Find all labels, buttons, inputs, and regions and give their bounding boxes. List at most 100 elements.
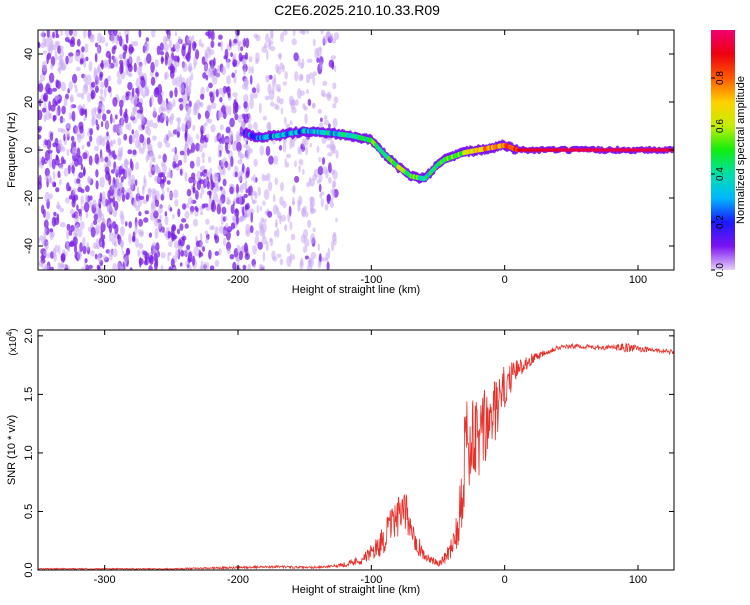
noise-speck <box>197 113 201 120</box>
noise-speck <box>52 87 58 92</box>
noise-speck <box>44 227 48 233</box>
noise-speck <box>60 252 66 262</box>
noise-speck <box>111 232 117 237</box>
noise-speck <box>331 180 336 191</box>
noise-speck <box>239 184 244 194</box>
noise-speck <box>200 239 203 250</box>
noise-speck <box>139 133 145 144</box>
noise-speck <box>102 113 107 122</box>
noise-speck <box>43 50 47 55</box>
noise-speck <box>112 149 116 160</box>
noise-speck <box>100 120 104 128</box>
noise-speck <box>253 122 258 130</box>
snr-y-ticks: 0.0 0.5 1.0 1.5 2.0 <box>23 328 674 578</box>
noise-speck <box>322 80 328 87</box>
noise-speck <box>168 251 172 256</box>
noise-speck <box>187 118 192 129</box>
noise-speck <box>326 261 330 270</box>
noise-speck <box>52 170 56 180</box>
noise-speck <box>203 203 209 208</box>
noise-speck <box>74 232 78 238</box>
noise-speck <box>135 87 139 94</box>
noise-speck <box>233 38 238 44</box>
noise-speck <box>42 36 47 47</box>
noise-speck <box>73 30 78 37</box>
noise-speck <box>257 186 261 197</box>
noise-speck <box>210 124 216 133</box>
noise-speck <box>327 152 333 157</box>
noise-speck <box>49 40 54 52</box>
noise-speck <box>245 170 250 178</box>
noise-speck <box>142 199 148 205</box>
noise-speck <box>205 237 209 244</box>
noise-speck <box>42 267 47 270</box>
noise-speck <box>176 117 180 122</box>
noise-speck <box>236 229 240 237</box>
noise-speck <box>160 264 164 270</box>
colorbar-tick-label: 0.0 <box>715 263 726 277</box>
noise-speck <box>186 202 190 209</box>
noise-speck <box>53 211 57 217</box>
noise-speck <box>303 106 308 111</box>
noise-speck <box>86 92 92 103</box>
noise-speck <box>268 155 274 165</box>
noise-speck <box>217 151 221 158</box>
noise-speck <box>119 64 124 75</box>
noise-speck <box>95 180 99 190</box>
noise-speck <box>100 154 104 162</box>
noise-speck <box>237 114 244 124</box>
noise-speck <box>279 62 284 70</box>
noise-speck <box>92 242 98 249</box>
noise-speck <box>252 245 257 255</box>
noise-speck <box>141 114 145 126</box>
noise-speck <box>151 190 157 202</box>
noise-speck <box>293 52 299 62</box>
noise-speck <box>204 52 209 63</box>
noise-speck <box>243 68 247 76</box>
noise-speck <box>38 125 43 131</box>
noise-speck <box>45 83 51 94</box>
noise-speck <box>104 78 109 88</box>
noise-speck <box>55 109 59 117</box>
noise-speck <box>226 199 232 205</box>
noise-speck <box>143 217 149 223</box>
noise-speck <box>182 203 187 210</box>
noise-speck <box>332 231 337 238</box>
noise-speck <box>99 134 103 145</box>
noise-speck <box>83 30 87 39</box>
noise-speck <box>88 61 93 72</box>
noise-speck <box>317 243 321 251</box>
noise-speck <box>220 159 224 168</box>
noise-speck <box>104 156 109 163</box>
noise-speck <box>105 42 108 47</box>
noise-speck <box>208 249 212 260</box>
noise-speck <box>225 104 229 116</box>
noise-speck <box>80 195 84 206</box>
noise-speck <box>45 240 49 250</box>
noise-speck <box>64 36 70 43</box>
snr-y-multiplier: (x104) <box>5 328 19 355</box>
spectrogram-x-ticks: -300 -200 -100 0 100 <box>94 30 647 286</box>
noise-speck <box>209 66 214 74</box>
noise-speck <box>119 240 124 248</box>
noise-speck <box>205 178 208 186</box>
noise-speck <box>124 30 130 38</box>
noise-speck <box>41 60 48 72</box>
noise-speck <box>121 193 126 203</box>
noise-speck <box>199 265 204 270</box>
noise-speck <box>268 40 274 45</box>
noise-speck <box>267 211 273 218</box>
noise-speck <box>150 94 154 106</box>
noise-speck <box>232 261 237 270</box>
noise-speck <box>226 248 231 255</box>
noise-speck <box>235 131 241 142</box>
noise-speck <box>54 244 59 253</box>
noise-speck <box>115 123 121 134</box>
noise-speck <box>263 189 270 200</box>
noise-speck <box>304 255 309 260</box>
noise-speck <box>196 133 199 140</box>
noise-speck <box>79 242 83 253</box>
noise-speck <box>43 219 49 229</box>
noise-speck <box>221 65 227 76</box>
noise-speck <box>112 97 118 107</box>
